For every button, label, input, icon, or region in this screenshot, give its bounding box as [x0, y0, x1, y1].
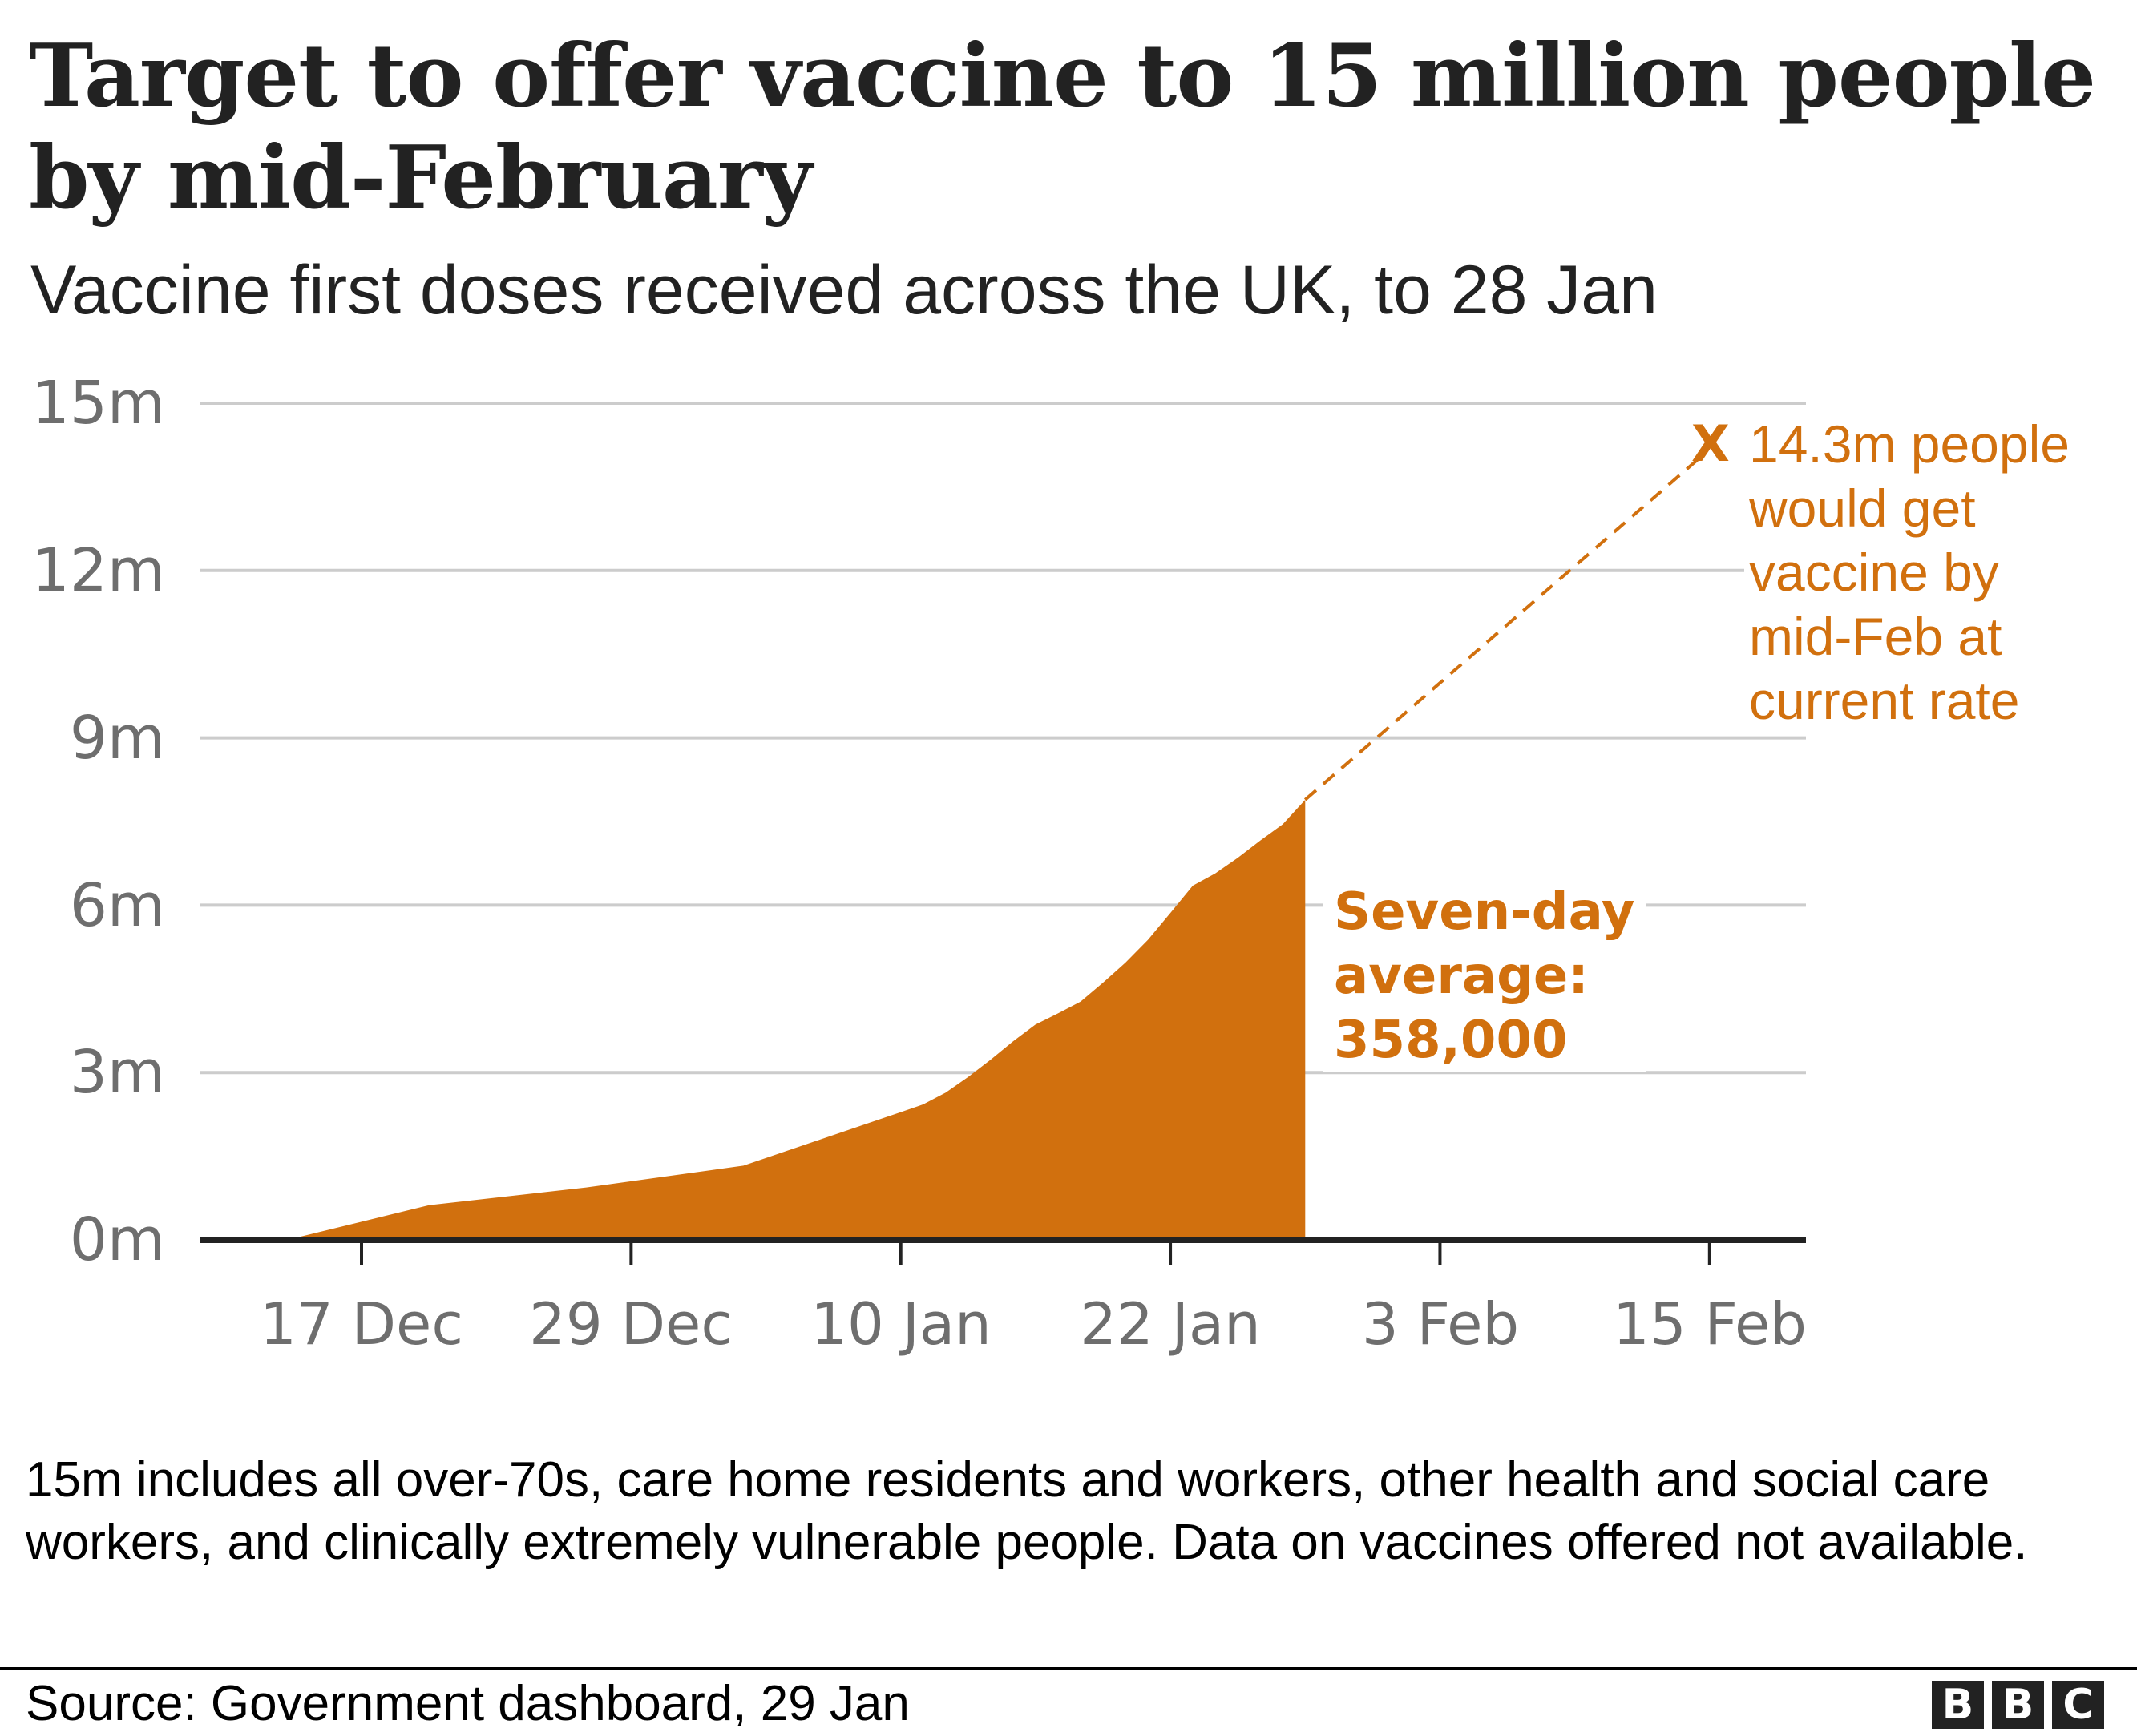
doses-area — [287, 799, 1306, 1240]
y-tick-label: 3m — [69, 1038, 165, 1107]
annotation-line: current rate — [1749, 671, 2020, 730]
y-tick-label: 9m — [69, 704, 165, 773]
x-tick-label: 3 Feb — [1361, 1290, 1520, 1358]
seven-day-average-annotation: Seven-day average: 358,000 — [1323, 880, 1646, 1072]
y-tick-label: 12m — [31, 536, 165, 605]
x-axis-line — [200, 1237, 1806, 1243]
source-text: Source: Government dashboard, 29 Jan — [26, 1676, 910, 1731]
annotation-line: would get — [1749, 478, 1976, 538]
x-tick-label: 10 Jan — [810, 1290, 992, 1358]
chart-title: Target to offer vaccine to 15 million pe… — [29, 26, 2096, 228]
x-tick-label: 17 Dec — [260, 1290, 463, 1358]
projection-annotation: 14.3m people would get vaccine by mid-Fe… — [1744, 412, 2070, 733]
x-tick-label: 15 Feb — [1613, 1290, 1807, 1358]
x-axis-ticks — [360, 1240, 1711, 1265]
footnote: 15m includes all over-70s, care home res… — [26, 1452, 2028, 1570]
annotation-line: 358,000 — [1334, 1011, 1568, 1070]
logo-letter: C — [2052, 1681, 2104, 1729]
annotation-line: mid-Feb at — [1749, 607, 2002, 666]
y-tick-label: 15m — [31, 369, 165, 438]
logo-letter: B — [1992, 1681, 2044, 1729]
projection-dashed-line — [1303, 452, 1707, 801]
annotation-line: Seven-day — [1334, 882, 1635, 942]
footer-divider — [0, 1667, 2137, 1670]
bbc-logo: B B C — [1932, 1681, 2104, 1729]
x-tick-label: 22 Jan — [1080, 1290, 1261, 1358]
y-tick-label: 6m — [69, 871, 165, 940]
annotation-line: 14.3m people — [1749, 414, 2070, 474]
projection-x-marker-icon: X — [1691, 414, 1730, 473]
annotation-line: average: — [1334, 947, 1589, 1006]
annotation-line: vaccine by — [1749, 543, 1999, 602]
x-tick-label: 29 Dec — [529, 1290, 733, 1358]
chart-subtitle: Vaccine first doses received across the … — [30, 252, 1658, 329]
y-tick-label: 0m — [69, 1205, 165, 1274]
logo-letter: B — [1932, 1681, 1984, 1729]
